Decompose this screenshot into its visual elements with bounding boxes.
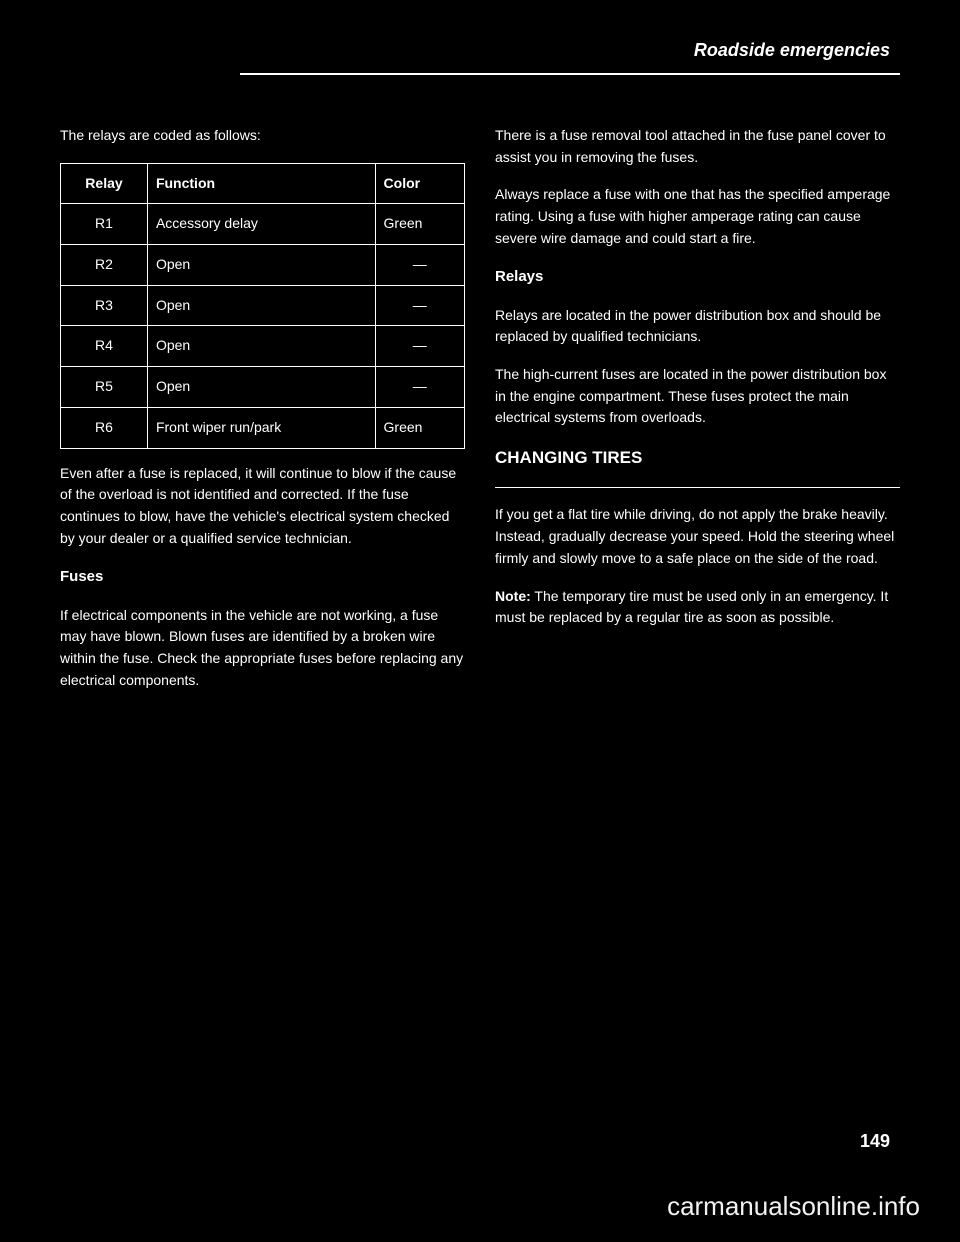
table-row: R2 Open — xyxy=(61,245,465,286)
left-column: The relays are coded as follows: Relay F… xyxy=(60,125,465,707)
cell-relay: R1 xyxy=(61,204,148,245)
cell-relay: R3 xyxy=(61,285,148,326)
para-fuses: If electrical components in the vehicle … xyxy=(60,605,465,692)
th-function: Function xyxy=(147,163,375,204)
cell-relay: R4 xyxy=(61,326,148,367)
content-columns: The relays are coded as follows: Relay F… xyxy=(60,125,900,707)
cell-color: Green xyxy=(375,407,464,448)
table-row: R4 Open — xyxy=(61,326,465,367)
table-intro: The relays are coded as follows: xyxy=(60,125,465,147)
cell-relay: R2 xyxy=(61,245,148,286)
cell-function: Open xyxy=(147,326,375,367)
para-note: Note: The temporary tire must be used on… xyxy=(495,586,900,629)
subheading-relays: Relays xyxy=(495,265,900,288)
cell-color: — xyxy=(375,285,464,326)
para-fuse-warning: Even after a fuse is replaced, it will c… xyxy=(60,463,465,550)
table-row: R5 Open — xyxy=(61,367,465,408)
note-text: The temporary tire must be used only in … xyxy=(495,588,888,626)
cell-function: Accessory delay xyxy=(147,204,375,245)
cell-color: — xyxy=(375,245,464,286)
table-row: R3 Open — xyxy=(61,285,465,326)
para-removal-tool: There is a fuse removal tool attached in… xyxy=(495,125,900,168)
cell-relay: R6 xyxy=(61,407,148,448)
cell-function: Open xyxy=(147,367,375,408)
th-relay: Relay xyxy=(61,163,148,204)
para-relays-1: Relays are located in the power distribu… xyxy=(495,305,900,348)
cell-color: — xyxy=(375,326,464,367)
cell-function: Front wiper run/park xyxy=(147,407,375,448)
table-header-row: Relay Function Color xyxy=(61,163,465,204)
watermark: carmanualsonline.info xyxy=(667,1191,920,1222)
table-row: R6 Front wiper run/park Green xyxy=(61,407,465,448)
cell-relay: R5 xyxy=(61,367,148,408)
page-number: 149 xyxy=(860,1131,890,1152)
relay-table: Relay Function Color R1 Accessory delay … xyxy=(60,163,465,449)
table-row: R1 Accessory delay Green xyxy=(61,204,465,245)
th-color: Color xyxy=(375,163,464,204)
header-title: Roadside emergencies xyxy=(694,40,890,61)
para-amperage-warning: Always replace a fuse with one that has … xyxy=(495,184,900,249)
page-header: Roadside emergencies xyxy=(60,40,900,61)
cell-function: Open xyxy=(147,245,375,286)
section-heading-tires: CHANGING TIRES xyxy=(495,445,900,471)
cell-color: Green xyxy=(375,204,464,245)
para-relays-2: The high-current fuses are located in th… xyxy=(495,364,900,429)
para-flat-tire: If you get a flat tire while driving, do… xyxy=(495,504,900,569)
cell-function: Open xyxy=(147,285,375,326)
section-rule xyxy=(495,487,900,488)
subheading-fuses: Fuses xyxy=(60,565,465,588)
right-column: There is a fuse removal tool attached in… xyxy=(495,125,900,707)
note-label: Note: xyxy=(495,588,531,604)
cell-color: — xyxy=(375,367,464,408)
header-rule xyxy=(240,73,900,75)
